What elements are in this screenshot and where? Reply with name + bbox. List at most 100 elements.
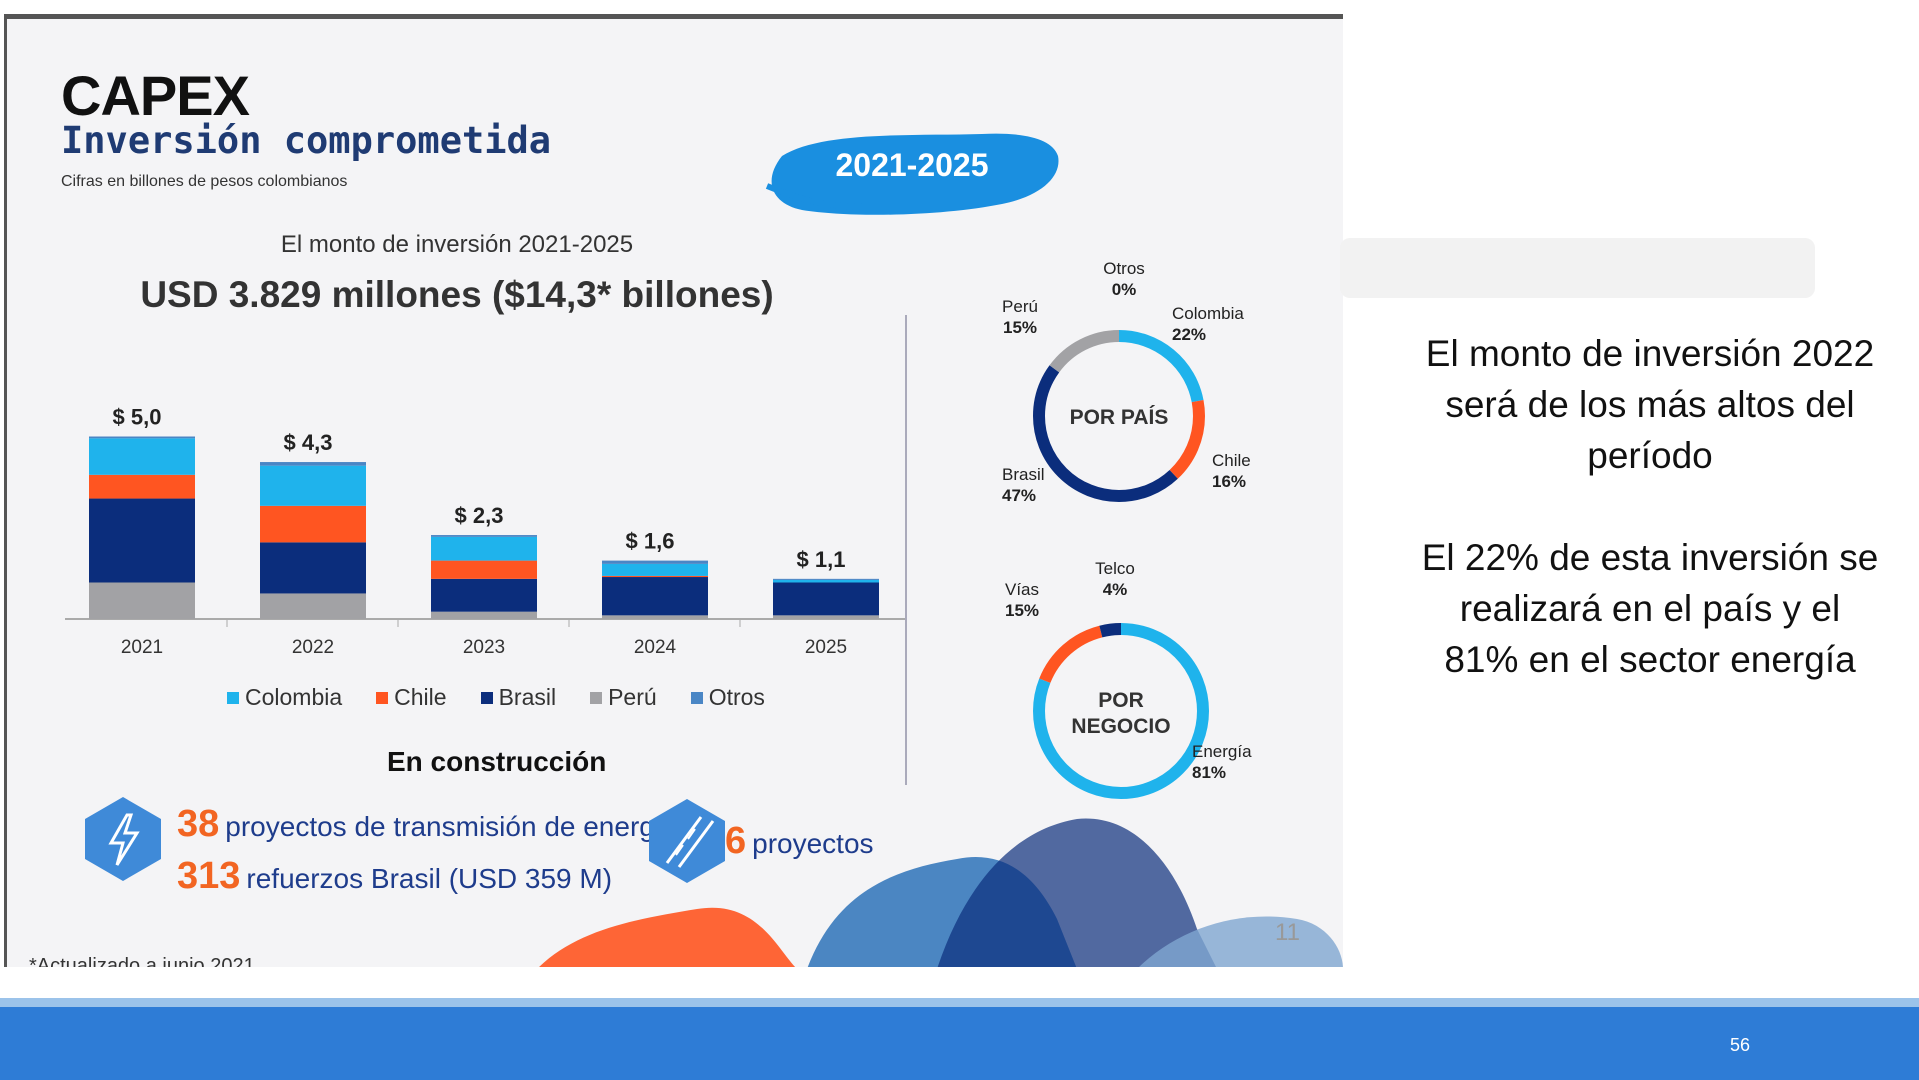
bar-total-label: $ 2,3	[455, 503, 504, 528]
donut-slice-value: 15%	[1003, 318, 1037, 337]
donut-slice-value: 15%	[1005, 601, 1039, 620]
road-icon	[649, 799, 725, 883]
donut-slice-perú	[1033, 330, 1205, 502]
footer-bar	[0, 1007, 1919, 1080]
bar-segment-brasil-2021	[89, 498, 195, 583]
stat-text: proyectos de transmisión de energía	[225, 811, 679, 842]
bar-segment-otros-2021	[89, 436, 195, 439]
donut-center-label: NEGOCIO	[1071, 715, 1170, 738]
side-commentary: El monto de inversión 2022 será de los m…	[1420, 328, 1880, 685]
section-title: En construcción	[387, 746, 607, 777]
bar-segment-brasil-2023	[431, 578, 537, 612]
commentary-paragraph: El monto de inversión 2022 será de los m…	[1425, 333, 1875, 476]
period-badge-brush	[765, 133, 1059, 215]
donut-slice-brasil	[1033, 330, 1205, 502]
donut-center-label: POR PAÍS	[1070, 406, 1169, 429]
stat-road-projects: 6 proyectos	[725, 820, 874, 863]
stat-text: proyectos	[752, 828, 874, 859]
x-tick-label: 2024	[634, 637, 677, 658]
callout-box	[1340, 238, 1815, 298]
bar-segment-brasil-2025	[773, 582, 879, 616]
bar-total-label: $ 4,3	[284, 430, 333, 455]
units-note: Cifras en billones de pesos colombianos	[61, 173, 348, 190]
slide-number: 56	[1730, 1035, 1751, 1055]
bar-segment-perú-2022	[260, 593, 366, 619]
bar-segment-otros-2022	[260, 462, 366, 466]
donut-slice-label: Perú	[1002, 297, 1038, 316]
legend-label: Colombia	[245, 684, 343, 710]
x-tick-label: 2023	[463, 637, 505, 658]
bar-segment-brasil-2024	[602, 577, 708, 616]
slide-subtitle: Inversión comprometida	[61, 119, 552, 162]
bar-segment-brasil-2022	[260, 542, 366, 594]
amount-value: USD 3.829 millones ($14,3* billones)	[140, 274, 774, 315]
stat-number: 6	[725, 820, 747, 862]
donut-slice-value: 22%	[1172, 325, 1206, 344]
legend-item-brasil: Brasil	[480, 684, 557, 711]
capex-bar-chart: $ 5,0 2021 $ 4,3 2022 $ 2,3 2023 $ 1,6 2024 $ 1,…	[65, 405, 907, 658]
x-tick-label: 2022	[292, 637, 334, 658]
donut-por-negocio: POR NEGOCIO Energía 81% Vías 15% Telco 4%	[1005, 559, 1252, 799]
donut-slice-label: Brasil	[1002, 465, 1045, 484]
bar-segment-colombia-2024	[602, 563, 708, 576]
bar-segment-otros-2023	[431, 535, 537, 537]
bar-segment-colombia-2022	[260, 465, 366, 506]
bar-segment-colombia-2025	[773, 579, 879, 583]
amount-label: El monto de inversión 2021-2025	[280, 231, 634, 258]
x-tick-label: 2021	[121, 637, 163, 658]
legend-item-chile: Chile	[376, 684, 447, 711]
donut-ring	[1033, 623, 1209, 799]
bar-segment-otros-2025	[773, 578, 879, 580]
donut-slice-value: 81%	[1192, 763, 1226, 782]
legend-item-colombia: Colombia	[227, 684, 342, 711]
x-tick-label: 2025	[805, 637, 847, 658]
legend-label: Chile	[394, 684, 447, 710]
legend-item-otros: Otros	[690, 684, 765, 711]
legend-label: Brasil	[498, 684, 557, 710]
donut-por-pais: POR PAÍS Colombia 22% Chile 16% Brasil 47% Perú…	[1002, 259, 1251, 505]
footnote: *Actualizado a junio 2021	[29, 955, 255, 967]
donut-slice-value: 4%	[1103, 580, 1128, 599]
donut-slice-value: 0%	[1112, 280, 1137, 299]
legend-item-peru: Perú	[590, 684, 657, 711]
donut-slice-value: 16%	[1212, 472, 1246, 491]
stat-number: 38	[177, 803, 220, 845]
decorative-paint-splash	[539, 818, 1343, 967]
donut-slice-label: Telco	[1095, 559, 1135, 578]
period-badge: 2021-2025	[835, 147, 989, 183]
stat-text: refuerzos Brasil (USD 359 M)	[246, 863, 613, 894]
slide-page-number: 11	[1275, 919, 1300, 946]
footer-accent-line	[0, 998, 1919, 1007]
bar-segment-otros-2024	[602, 560, 708, 564]
donut-slice-label: Energía	[1192, 742, 1252, 761]
stat-transmission: 38 proyectos de transmisión de energía	[177, 803, 678, 846]
bar-segment-perú-2021	[89, 582, 195, 619]
stat-number: 313	[177, 855, 241, 897]
bar-segment-perú-2023	[431, 611, 537, 619]
legend-label: Perú	[608, 684, 657, 710]
bar-segment-colombia-2023	[431, 536, 537, 561]
commentary-paragraph: El 22% de esta inversión se realizará en…	[1421, 537, 1879, 680]
donut-ring	[1033, 330, 1205, 502]
embedded-slide: CAPEX Inversión comprometida Cifras en b…	[4, 14, 1343, 967]
donut-slice-telco	[1033, 623, 1209, 799]
stat-brasil-reinforcements: 313 refuerzos Brasil (USD 359 M)	[177, 855, 612, 898]
slide-title: CAPEX	[61, 64, 250, 127]
donut-slice-label: Vías	[1005, 580, 1039, 599]
bar-segment-perú-2024	[602, 615, 708, 619]
lightning-icon	[85, 797, 161, 881]
bar-chart-legend: Colombia Chile Brasil Perú Otros	[227, 684, 765, 711]
legend-label: Otros	[708, 684, 765, 710]
donut-slice-value: 47%	[1002, 486, 1036, 505]
donut-slice-label: Chile	[1212, 451, 1251, 470]
bar-segment-colombia-2021	[89, 438, 195, 475]
donut-center-label: POR	[1098, 689, 1144, 712]
donut-slice-label: Otros	[1103, 259, 1145, 278]
donut-slice-label: Colombia	[1172, 304, 1244, 323]
bar-total-label: $ 1,6	[626, 529, 675, 554]
bar-segment-perú-2025	[773, 615, 879, 619]
bar-segment-chile-2021	[89, 474, 195, 499]
bar-total-label: $ 1,1	[797, 547, 846, 572]
bar-segment-chile-2024	[602, 575, 708, 578]
donut-slice-chile	[1033, 330, 1205, 502]
